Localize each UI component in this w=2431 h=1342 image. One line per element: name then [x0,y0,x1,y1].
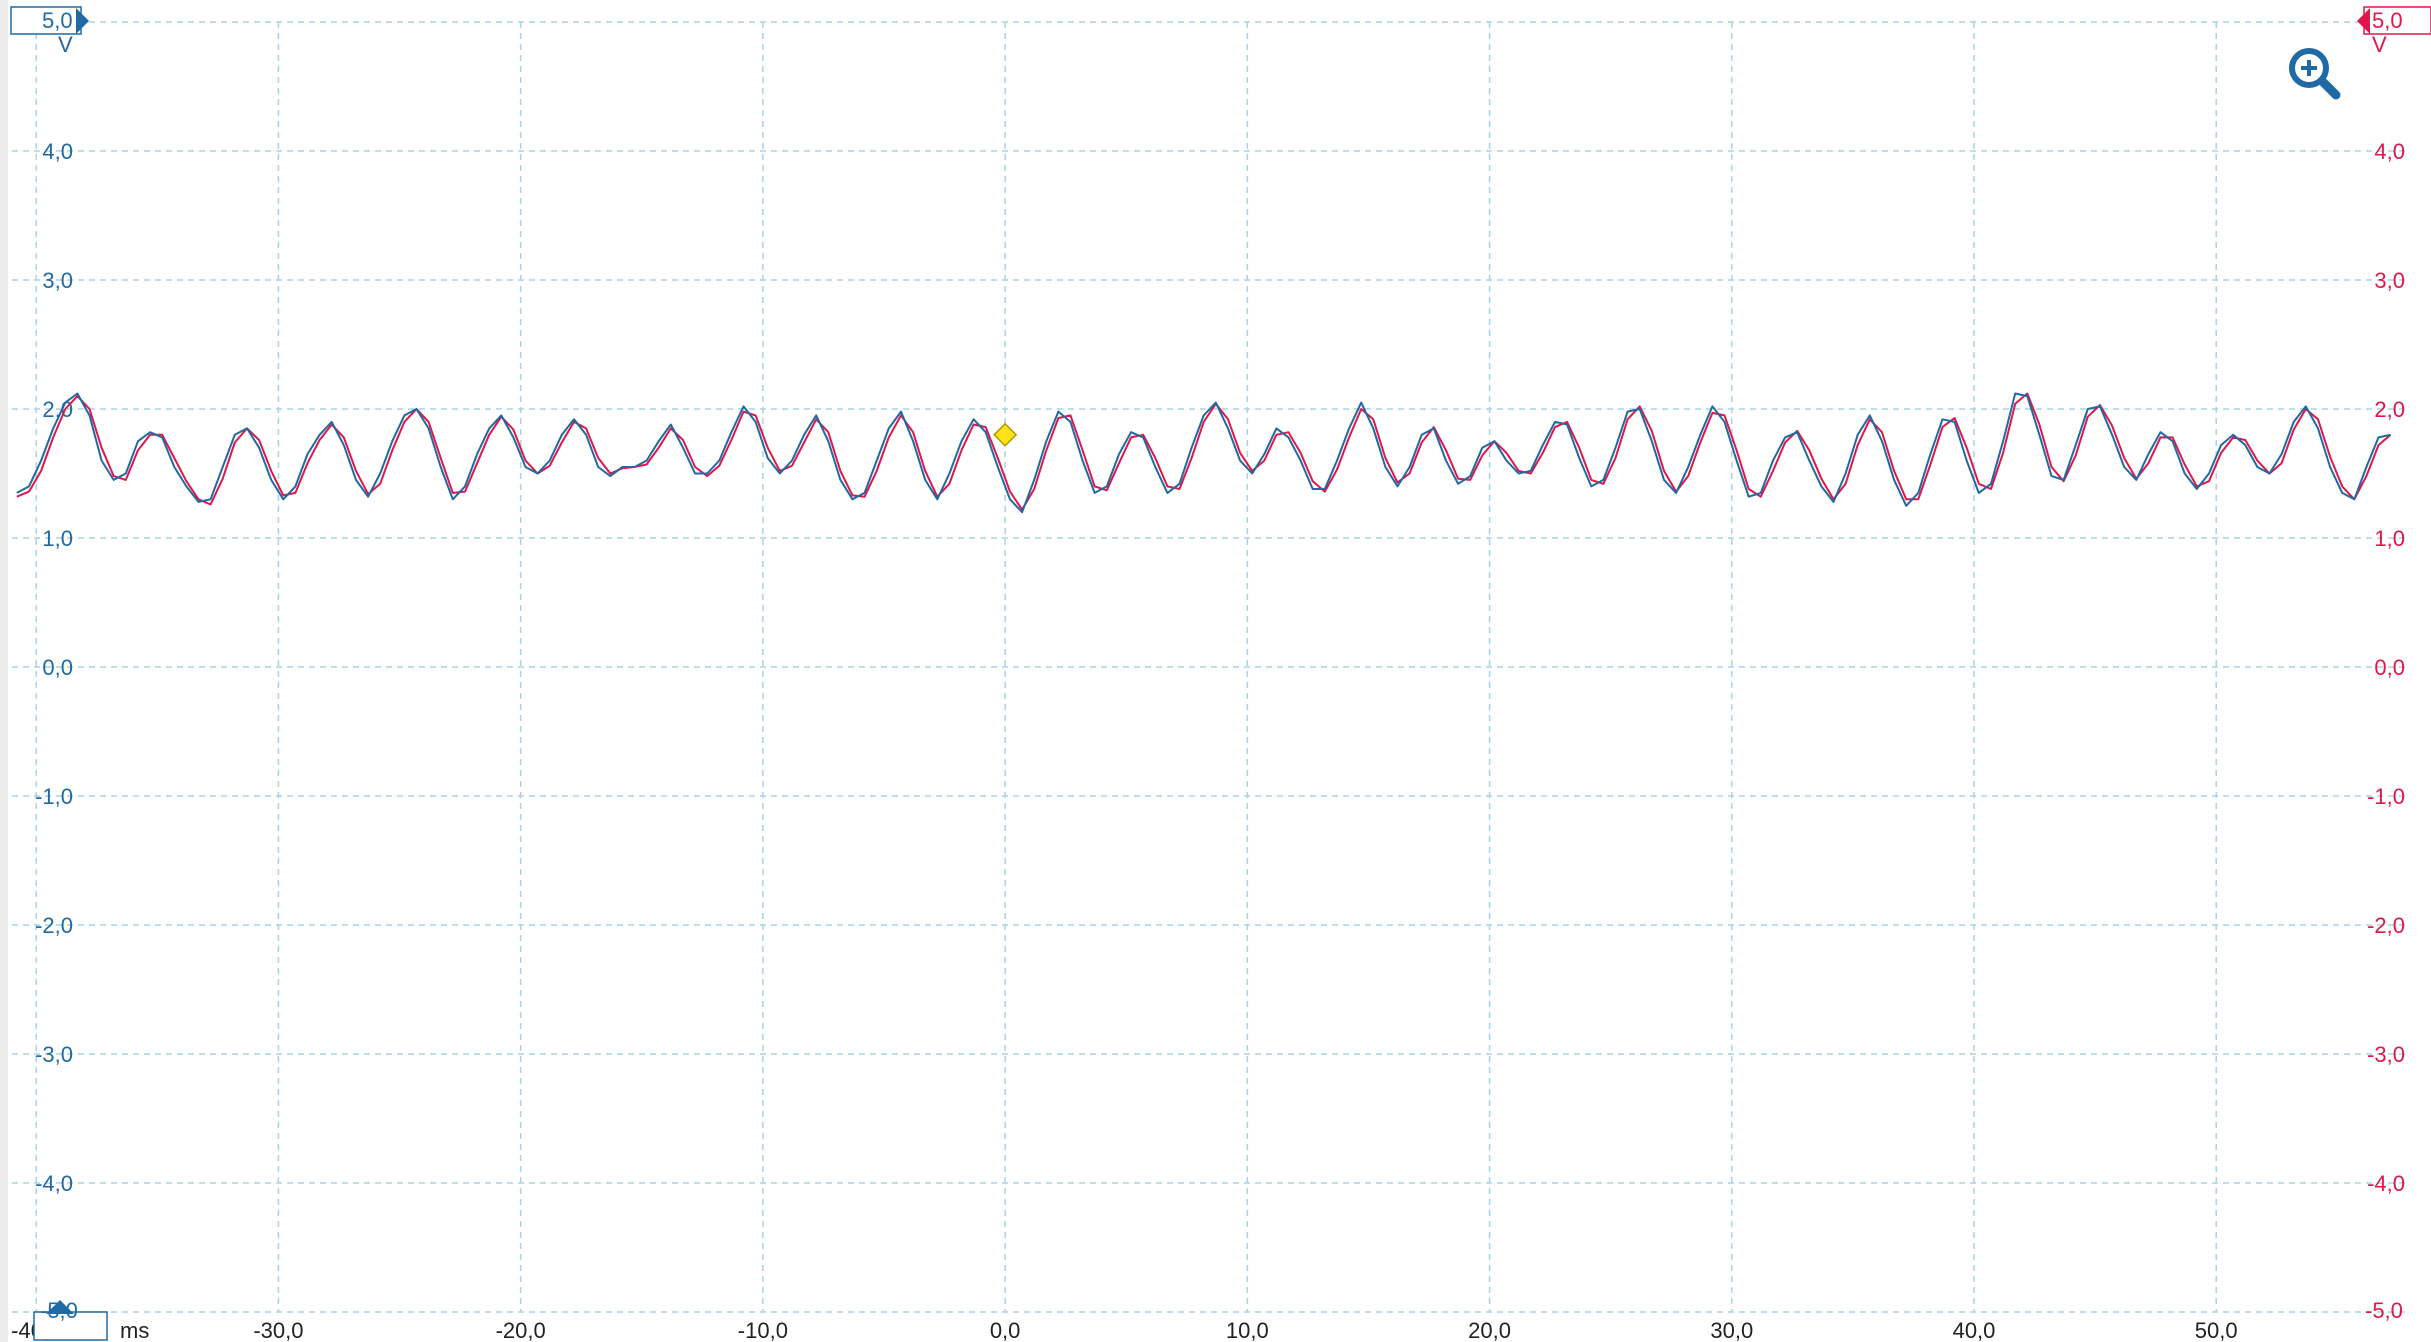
right-scale-top-label: 5,0 [2372,8,2403,33]
y-tick-label-left: -2,0 [35,913,73,938]
x-axis-ticks: -40,0-30,0-20,0-10,00,010,020,030,040,05… [11,1318,2237,1342]
x-tick-label: 10,0 [1226,1318,1269,1342]
series-line-channel-a [16,392,2391,514]
x-tick-label: -20,0 [496,1318,546,1342]
x-tick-label: 20,0 [1468,1318,1511,1342]
x-tick-label: -30,0 [253,1318,303,1342]
triangle-up-icon [46,1300,74,1314]
right-scale-top-marker[interactable]: 5,0 V [2357,6,2431,57]
y-tick-label-right: 4,0 [2374,139,2405,164]
y-tick-label-right: 3,0 [2374,268,2405,293]
series-line-channel-b [16,392,2392,511]
y-tick-label-right: -2,0 [2367,913,2405,938]
left-scale-bottom-box [33,1311,108,1341]
triangle-right-icon [76,8,89,34]
right-scale-bottom-label: -5,0 [2365,1298,2403,1323]
triangle-left-icon [2357,8,2370,34]
y-tick-label-left: 3,0 [42,268,73,293]
y-tick-label-left: -3,0 [35,1042,73,1067]
left-scale-top-marker[interactable]: 5,0 V [10,6,89,57]
y-tick-label-left: 0,0 [42,655,73,680]
left-scale-bottom-label: -5,0 [40,1298,78,1323]
right-scale-box [2363,6,2431,35]
right-scale-unit: V [2372,32,2387,57]
grid [12,21,2410,1313]
x-tick-label: -10,0 [738,1318,788,1342]
x-tick-label: 30,0 [1710,1318,1753,1342]
left-scale-bottom-marker[interactable]: -5,0 [33,1298,108,1341]
y-tick-label-right: 2,0 [2374,397,2405,422]
y-tick-label-right: 1,0 [2374,526,2405,551]
right-axis-ticks: -4,0 -3,0 -2,0 -1,0 0,0 1,0 2,0 3,0 4,0 [2367,139,2405,1196]
left-scale-unit: V [58,32,73,57]
series-layer [16,392,2392,514]
y-tick-label-left: -1,0 [35,784,73,809]
diamond-icon[interactable] [993,422,1018,447]
x-tick-label: 50,0 [2195,1318,2238,1342]
y-tick-label-left: 1,0 [42,526,73,551]
y-tick-label-right: -3,0 [2367,1042,2405,1067]
x-tick-label: 40,0 [1953,1318,1996,1342]
left-scale-top-label: 5,0 [42,8,73,33]
left-edge-strip [0,0,8,1342]
y-tick-label-right: -4,0 [2367,1171,2405,1196]
y-tick-label-left: 4,0 [42,139,73,164]
y-tick-label-right: -1,0 [2367,784,2405,809]
x-axis-unit: ms [120,1318,149,1342]
y-tick-label-right: 0,0 [2374,655,2405,680]
left-axis-ticks: -4,0-3,0-2,0-1,00,01,02,03,04,0 [35,139,73,1196]
x-tick-label: 0,0 [990,1318,1021,1342]
zoom-in-icon[interactable] [2289,48,2341,100]
y-tick-label-left: -4,0 [35,1171,73,1196]
